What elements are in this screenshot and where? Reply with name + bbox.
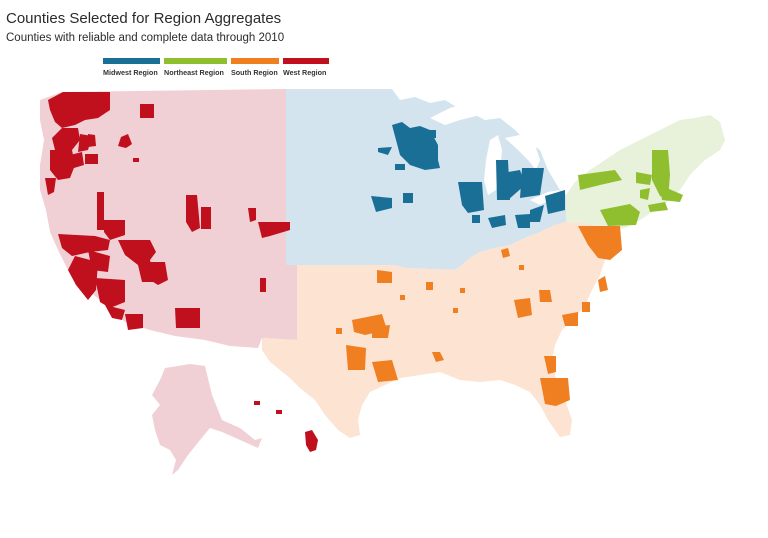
south-region-area xyxy=(262,222,612,438)
legend-label-midwest: Midwest Region xyxy=(103,68,158,77)
south-counties xyxy=(336,226,622,406)
west-region-area xyxy=(40,89,297,348)
lake-superior xyxy=(430,100,505,125)
midwest-counties xyxy=(371,122,565,228)
legend-label-south: South Region xyxy=(231,68,278,77)
legend-swatch-midwest xyxy=(103,58,160,64)
legend-item-northeast: Northeast Region xyxy=(164,58,227,77)
legend-item-south: South Region xyxy=(231,58,279,77)
lake-huron xyxy=(505,135,540,170)
legend: Midwest Region Northeast Region South Re… xyxy=(103,58,329,77)
legend-label-northeast: Northeast Region xyxy=(164,68,224,77)
northeast-counties xyxy=(578,150,683,226)
map-subtitle: Counties with reliable and complete data… xyxy=(6,32,285,44)
legend-swatch-northeast xyxy=(164,58,227,64)
legend-item-midwest: Midwest Region xyxy=(103,58,160,77)
alaska xyxy=(152,364,262,475)
legend-item-west: West Region xyxy=(283,58,329,77)
map-title: Counties Selected for Region Aggregates xyxy=(6,10,282,27)
west-counties xyxy=(45,92,290,330)
hawaii xyxy=(254,401,318,452)
legend-swatch-south xyxy=(231,58,279,64)
legend-swatch-west xyxy=(283,58,329,64)
northeast-region-area xyxy=(566,115,725,230)
legend-label-west: West Region xyxy=(283,68,327,77)
